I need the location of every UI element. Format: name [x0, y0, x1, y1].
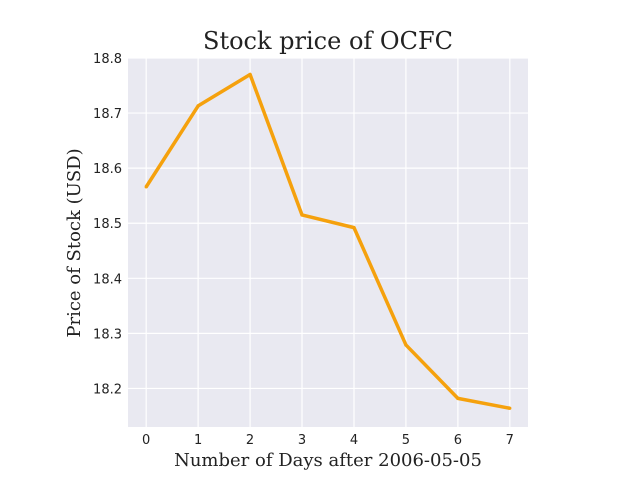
- y-tick-label: 18.7: [93, 107, 122, 122]
- y-tick-label: 18.3: [93, 327, 122, 342]
- x-tick-label: 3: [298, 433, 306, 448]
- x-axis-label: Number of Days after 2006-05-05: [174, 450, 482, 471]
- data-point: [300, 213, 304, 217]
- x-tick-label: 1: [194, 433, 202, 448]
- plot-area: [128, 58, 528, 427]
- series-line-0: [144, 72, 511, 410]
- x-tick-label: 6: [454, 433, 462, 448]
- series-layer: [144, 72, 512, 410]
- x-tick-label: 2: [246, 433, 254, 448]
- data-point: [248, 72, 252, 77]
- x-tick-label: 4: [350, 433, 358, 448]
- y-tick-label: 18.6: [93, 162, 122, 177]
- x-gridlines: [145, 58, 511, 427]
- data-point: [144, 185, 148, 189]
- y-tick-label: 18.8: [93, 52, 122, 67]
- y-tick-labels: 18.2 18.3 18.4 18.5 18.6 18.7 18.8: [93, 52, 122, 397]
- data-point: [196, 104, 200, 108]
- x-tick-labels: 0 1 2 3 4 5 6 7: [142, 433, 514, 448]
- y-axis-label: Price of Stock (USD): [64, 148, 85, 337]
- data-point: [352, 226, 356, 230]
- x-tick-label: 0: [142, 433, 150, 448]
- y-tick-label: 18.2: [93, 382, 122, 397]
- x-tick-label: 5: [402, 433, 410, 448]
- chart-title: Stock price of OCFC: [203, 27, 453, 55]
- y-gridlines: [128, 57, 528, 390]
- x-tick-label: 7: [506, 433, 514, 448]
- data-point: [508, 406, 512, 410]
- y-tick-label: 18.5: [93, 217, 122, 232]
- data-point: [404, 343, 408, 347]
- data-point: [456, 396, 460, 400]
- y-tick-label: 18.4: [93, 272, 122, 287]
